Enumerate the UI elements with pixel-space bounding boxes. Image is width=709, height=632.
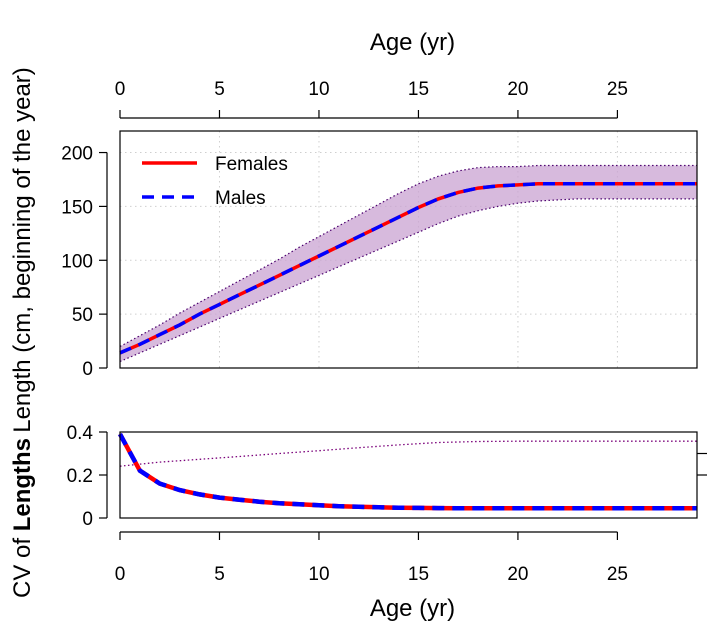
bottom-x-tick-label: 5 <box>214 564 225 585</box>
top-y-tick-label: 100 <box>61 251 93 272</box>
length-ci-band <box>120 165 697 362</box>
top-panel: 0 5 10 15 20 25 0 50 100 150 200 Females Males Ag… <box>61 29 698 380</box>
bottom-x-tick-label: 20 <box>507 564 528 585</box>
bottom-y-tick-label: 0.4 <box>67 423 94 444</box>
females-cv-line <box>118 433 697 511</box>
males-length-line <box>119 182 697 355</box>
length-ci-lower-line <box>119 198 697 363</box>
legend-males-label: Males <box>215 188 266 209</box>
bottom-x-tick-label: 0 <box>115 564 126 585</box>
top-x-tick-label: 20 <box>507 79 528 100</box>
bottom-x-tick-label: 10 <box>308 564 329 585</box>
bottom-y-ticks: 0 0.2 0.4 <box>67 423 108 530</box>
top-x-tick-label: 0 <box>115 79 126 100</box>
cv-secondary-line <box>119 440 697 467</box>
bottom-x-axis-title: Age (yr) <box>370 595 455 622</box>
top-y-axis-title: Length (cm, beginning of the year) <box>9 67 36 433</box>
males-cv-line <box>118 433 697 511</box>
top-y-tick-label: 0 <box>82 359 93 380</box>
top-y-tick-label: 150 <box>61 197 93 218</box>
top-x-tick-label: 5 <box>214 79 225 100</box>
top-x-axis-title: Age (yr) <box>370 29 455 56</box>
top-x-tick-label: 10 <box>308 79 329 100</box>
top-y-tick-label: 200 <box>61 144 93 165</box>
bottom-y-axis-title-prefix: CV of <box>9 531 36 598</box>
legend-females-label: Females <box>215 154 288 175</box>
length-ci-upper-line <box>119 164 697 348</box>
top-y-ticks: 0 50 100 150 200 <box>61 144 108 380</box>
top-x-tick-label: 25 <box>607 79 628 100</box>
bottom-y-axis-title-overlap: Lengths <box>9 438 36 531</box>
top-x-ticks: 0 5 10 15 20 25 <box>115 79 628 119</box>
bottom-y-tick-label: 0 <box>82 509 93 530</box>
top-x-tick-label: 15 <box>408 79 429 100</box>
bottom-x-tick-label: 25 <box>607 564 628 585</box>
top-plot-frame <box>119 130 698 369</box>
bottom-y-axis-title: CV of Lengths <box>9 438 36 598</box>
top-y-tick-label: 50 <box>72 305 93 326</box>
legend: Females Males <box>142 154 288 209</box>
bottom-y-tick-label: 0.2 <box>67 466 93 487</box>
bottom-x-ticks: 0 5 10 15 20 25 <box>115 531 628 585</box>
bottom-x-tick-label: 15 <box>408 564 429 585</box>
bottom-right-ticks <box>697 452 707 476</box>
bottom-panel: 0 5 10 15 20 25 0 0.2 0.4 Age (yr) <box>67 423 707 622</box>
